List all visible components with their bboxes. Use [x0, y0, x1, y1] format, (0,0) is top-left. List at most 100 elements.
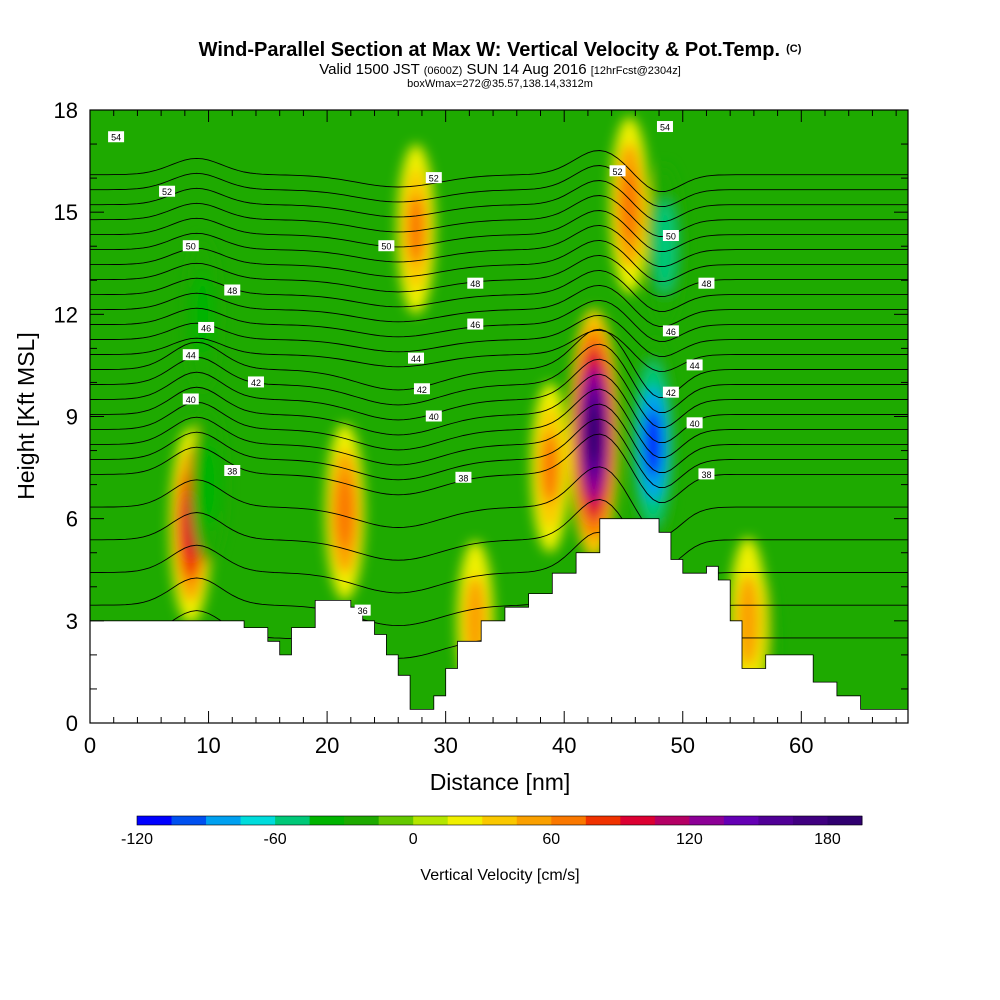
svg-text:42: 42 — [417, 385, 427, 395]
terrain — [90, 518, 908, 723]
colorbar-swatch — [275, 816, 311, 825]
svg-text:42: 42 — [251, 378, 261, 388]
svg-text:44: 44 — [411, 354, 421, 364]
svg-text:52: 52 — [162, 187, 172, 197]
colorbar-swatch — [482, 816, 518, 825]
svg-text:54: 54 — [660, 123, 670, 133]
colorbar-swatch — [413, 816, 449, 825]
y-axis-label: Height [Kft MSL] — [13, 332, 39, 499]
isentrope-line — [90, 254, 908, 297]
isentrope-label: 40 — [686, 417, 703, 429]
svg-text:48: 48 — [470, 279, 480, 289]
velocity-cell — [653, 200, 677, 293]
isentrope-label: 50 — [662, 230, 679, 242]
y-tick-label: 12 — [54, 302, 78, 327]
isentrope-line — [90, 531, 908, 602]
y-tick-label: 0 — [66, 711, 78, 736]
isentrope-label: 44 — [408, 352, 425, 364]
x-tick-label: 20 — [315, 733, 339, 758]
isentrope-label: 50 — [182, 240, 199, 252]
colorbar-swatch — [827, 816, 863, 825]
colorbar-swatch — [689, 816, 725, 825]
isentrope-line — [90, 343, 908, 414]
isentrope-line — [90, 373, 908, 444]
svg-text:48: 48 — [227, 286, 237, 296]
x-tick-label: 40 — [552, 733, 576, 758]
colorbar-swatch — [516, 816, 552, 825]
valid-utc: (0600Z) — [424, 65, 463, 77]
colorbar-tick-label: -120 — [121, 831, 153, 848]
chart-title: Wind-Parallel Section at Max W: Vertical… — [199, 39, 802, 61]
x-tick-label: 60 — [789, 733, 813, 758]
isentrope-label: 50 — [378, 240, 395, 252]
y-tick-label: 15 — [54, 200, 78, 225]
svg-text:50: 50 — [666, 232, 676, 242]
isentrope-label: 52 — [609, 165, 626, 177]
colorbar-swatch — [654, 816, 690, 825]
x-tick-label: 50 — [671, 733, 695, 758]
isentrope-line — [90, 314, 908, 357]
svg-text:36: 36 — [358, 606, 368, 616]
svg-text:38: 38 — [458, 473, 468, 483]
colorbar-swatch — [758, 816, 794, 825]
isentrope-label: 48 — [224, 284, 241, 296]
box-info: boxWmax=272@35.57,138.14,3312m — [407, 78, 593, 90]
isentrope-line — [90, 358, 908, 429]
colorbar-label: Vertical Velocity [cm/s] — [420, 867, 579, 884]
svg-text:40: 40 — [690, 419, 700, 429]
colorbar-swatch — [240, 816, 276, 825]
x-tick-label: 0 — [84, 733, 96, 758]
svg-text:52: 52 — [613, 167, 623, 177]
isentrope-line — [90, 180, 908, 222]
colorbar-swatch — [309, 816, 345, 825]
isentrope-label: 44 — [686, 359, 703, 371]
velocity-cell — [540, 432, 559, 503]
velocity-cell — [620, 169, 639, 242]
isentrope-line — [90, 418, 908, 488]
isentrope-line — [90, 388, 908, 459]
isentrope-label: 46 — [198, 321, 215, 333]
valid-time: Valid 1500 JST (0600Z) SUN 14 Aug 2016 [… — [319, 61, 681, 78]
y-tick-label: 6 — [66, 507, 78, 532]
velocity-cell — [191, 271, 214, 358]
colorbar-swatch — [447, 816, 483, 825]
svg-text:54: 54 — [111, 133, 121, 143]
colorbar-tick-label: 120 — [676, 831, 703, 848]
isentrope-label: 40 — [425, 410, 442, 422]
isentrope-label: 36 — [354, 604, 371, 616]
isentrope-label: 38 — [455, 471, 472, 483]
svg-text:48: 48 — [701, 279, 711, 289]
velocity-cell — [197, 440, 220, 529]
isentrope-label: 42 — [247, 376, 264, 388]
title-tag: (C) — [786, 43, 802, 55]
colorbar-tick-label: 60 — [542, 831, 560, 848]
colorbar-swatch — [551, 816, 587, 825]
svg-text:46: 46 — [470, 320, 480, 330]
y-tick-label: 18 — [54, 98, 78, 123]
svg-text:42: 42 — [666, 388, 676, 398]
y-tick-label: 3 — [66, 609, 78, 634]
isentrope-label: 38 — [224, 464, 241, 476]
isentrope-label: 54 — [108, 131, 125, 143]
isentrope-line — [90, 150, 908, 193]
isentrope-line — [90, 284, 908, 327]
isentrope-line — [90, 195, 908, 237]
isentrope-label: 48 — [467, 277, 484, 289]
velocity-cell — [586, 404, 602, 463]
colorbar-swatch — [206, 816, 242, 825]
svg-text:46: 46 — [201, 323, 211, 333]
colorbar-swatch — [171, 816, 207, 825]
isentrope-line — [90, 328, 908, 399]
x-tick-label: 30 — [433, 733, 457, 758]
colorbar-tick-label: 180 — [814, 831, 841, 848]
x-axis: 0 10 20 30 40 50 60 — [84, 110, 897, 758]
isentrope-line — [90, 466, 908, 536]
colorbar-swatch — [344, 816, 380, 825]
isentrope-labels: 54 52 50 48 46 44 42 40 38 52 50 48 46 44 42 40 38 36 54 52… — [108, 121, 715, 616]
svg-text:38: 38 — [227, 466, 237, 476]
isentrope-label: 52 — [159, 185, 176, 197]
y-tick-label: 9 — [66, 405, 78, 430]
forecast-info: [12hrFcst@2304z] — [591, 65, 681, 77]
